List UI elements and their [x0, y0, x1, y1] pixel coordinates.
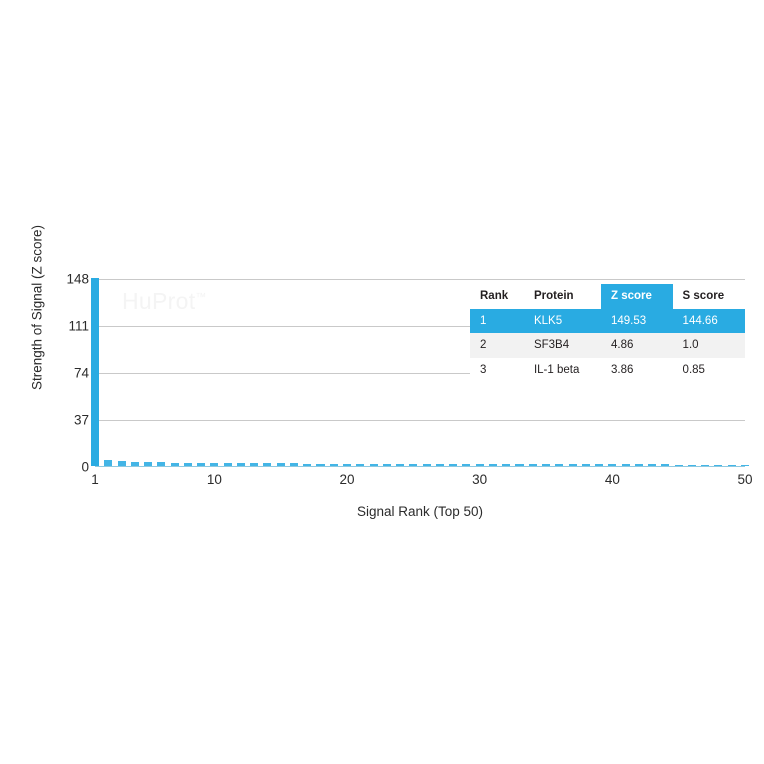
- x-tick-label: 10: [206, 472, 222, 487]
- gridline: [95, 326, 745, 327]
- bar: [276, 463, 285, 466]
- bar: [329, 463, 338, 466]
- bar: [104, 459, 113, 466]
- bar: [701, 464, 710, 466]
- cell-z-score: 3.86: [601, 357, 673, 383]
- x-tick-label: 40: [604, 472, 620, 487]
- bar: [435, 464, 444, 466]
- cell-z-score: 149.53: [601, 308, 673, 334]
- y-tick-label: 0: [81, 459, 89, 475]
- header-protein: Protein: [523, 284, 601, 309]
- gridline: [95, 279, 745, 280]
- bar: [396, 463, 405, 466]
- bar: [409, 463, 418, 466]
- bar: [488, 464, 497, 466]
- bar: [595, 464, 604, 466]
- bar: [422, 463, 431, 466]
- bar: [144, 462, 153, 466]
- bar: [197, 462, 206, 466]
- cell-rank: 1: [470, 308, 524, 334]
- bar: [303, 463, 312, 466]
- bar: [648, 464, 657, 466]
- bar: [236, 463, 245, 466]
- bar: [343, 463, 352, 466]
- bar: [621, 464, 630, 466]
- x-axis-line: [95, 465, 745, 467]
- bar: [462, 464, 471, 466]
- gridline: [95, 373, 745, 374]
- bar: [687, 464, 696, 466]
- x-axis-title: Signal Rank (Top 50): [356, 504, 484, 519]
- y-axis-ticks: 0 37 74 111 148: [43, 272, 89, 475]
- bar: [369, 463, 378, 466]
- bar: [674, 464, 683, 466]
- bar: [714, 464, 723, 466]
- bar: [634, 464, 643, 466]
- bar: [130, 461, 139, 466]
- gridline: [95, 420, 745, 421]
- bar: [263, 463, 272, 466]
- bar: [117, 461, 126, 466]
- bar: [555, 464, 564, 466]
- header-s-score: S score: [672, 284, 745, 309]
- bar: [157, 462, 166, 466]
- x-tick-label: 1: [91, 472, 99, 487]
- bar: [581, 464, 590, 466]
- header-rank: Rank: [470, 284, 524, 309]
- bar: [528, 464, 537, 466]
- cell-s-score: 0.85: [672, 357, 745, 383]
- bar: [316, 463, 325, 466]
- x-axis-ticks: 1 10 20 30 40 50: [91, 472, 752, 494]
- table-row: 1 KLK5 149.53 144.66: [470, 308, 745, 334]
- bar: [740, 464, 750, 466]
- bar: [568, 464, 577, 466]
- bar: [515, 464, 524, 466]
- header-z-score: Z score: [601, 284, 673, 309]
- bar: [661, 464, 670, 466]
- bar: [608, 464, 617, 466]
- cell-protein: SF3B4: [523, 333, 601, 358]
- cell-s-score: 144.66: [672, 308, 745, 334]
- bar: [170, 462, 179, 466]
- bar: [449, 464, 458, 466]
- table-row: 3 IL-1 beta 3.86 0.85: [470, 357, 745, 383]
- cell-protein: IL-1 beta: [523, 357, 601, 383]
- bar: [250, 463, 259, 466]
- y-tick-label: 148: [66, 271, 89, 287]
- bar: [90, 278, 100, 466]
- bar: [541, 464, 551, 466]
- bar-series: [90, 278, 750, 467]
- y-tick-label: 74: [73, 365, 89, 381]
- cell-z-score: 4.86: [601, 333, 673, 358]
- x-tick-label: 50: [737, 472, 753, 487]
- x-tick-label: 20: [339, 472, 355, 487]
- bar: [183, 462, 192, 466]
- bar: [356, 463, 365, 466]
- top-hits-table: Rank Protein Z score S score 1 KLK5 149.53…: [470, 284, 745, 383]
- table-header: Rank Protein Z score S score: [470, 284, 745, 309]
- table-body: 1 KLK5 149.53 144.66 2 SF3B4 4.86 1.0 3 IL-1 beta…: [470, 308, 745, 383]
- table-row: 2 SF3B4 4.86 1.0: [470, 333, 745, 358]
- bar: [289, 463, 298, 466]
- cell-rank: 3: [470, 357, 524, 383]
- y-tick-label: 37: [73, 412, 89, 428]
- bar: [475, 464, 484, 466]
- bar: [502, 464, 511, 466]
- table-header-row: Rank Protein Z score S score: [470, 284, 745, 309]
- y-tick-label: 111: [68, 318, 89, 334]
- cell-protein: KLK5: [523, 308, 601, 334]
- bar: [223, 463, 232, 466]
- bar: [727, 464, 736, 466]
- plot-area: [90, 278, 750, 467]
- bar: [210, 462, 219, 466]
- cell-rank: 2: [470, 333, 524, 358]
- x-tick-label: 30: [472, 472, 488, 487]
- cell-s-score: 1.0: [672, 333, 745, 358]
- bar: [382, 463, 391, 466]
